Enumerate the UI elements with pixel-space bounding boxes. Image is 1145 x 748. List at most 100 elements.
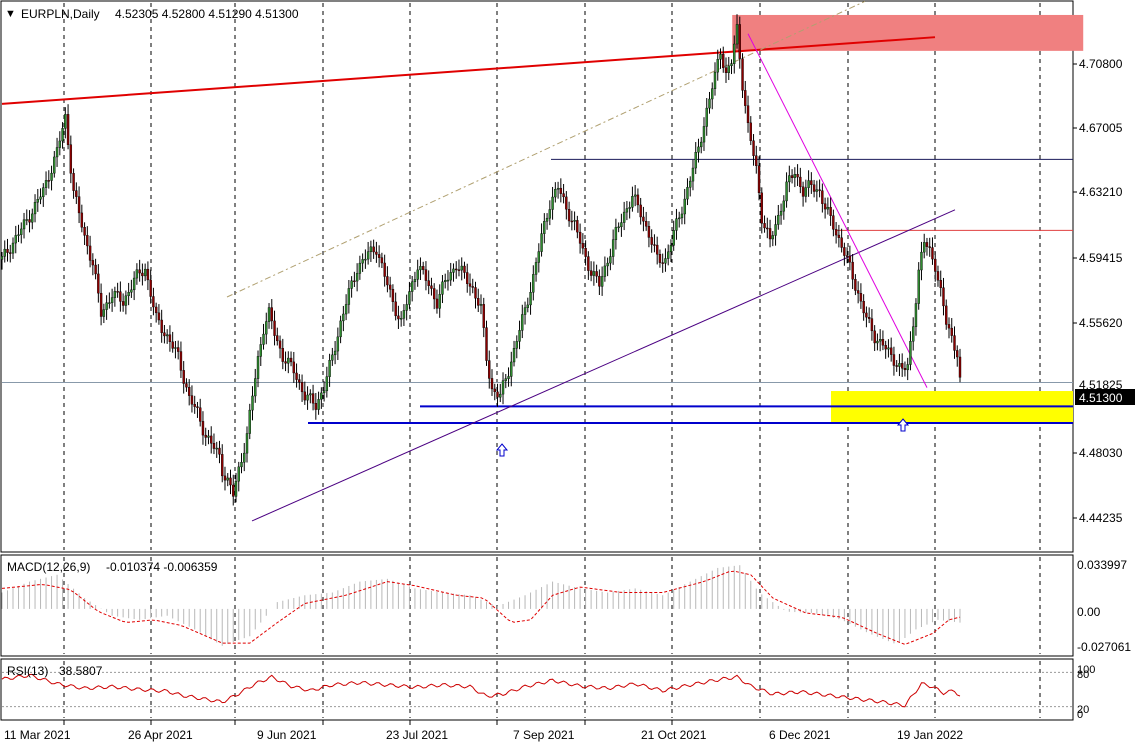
candle	[485, 327, 488, 361]
candle	[782, 200, 786, 212]
price-tick-label: 4.67005	[1079, 121, 1123, 135]
candle	[427, 280, 430, 286]
candle	[666, 251, 670, 259]
candle	[639, 204, 642, 218]
candle	[468, 283, 472, 287]
candle	[521, 314, 524, 331]
candle	[270, 307, 273, 322]
candle	[510, 361, 513, 377]
candle	[876, 340, 879, 344]
candle	[540, 233, 543, 252]
candle	[854, 279, 857, 291]
candle	[534, 262, 538, 275]
candle	[554, 189, 557, 198]
candle	[636, 194, 640, 206]
candle	[843, 247, 846, 256]
overlays-layer	[1, 0, 1073, 522]
candle	[358, 262, 362, 274]
candle	[655, 244, 659, 255]
candle	[287, 357, 290, 364]
last-price-marker: 4.51300	[1075, 389, 1135, 405]
candle	[204, 434, 207, 438]
price-tick-label: 4.70800	[1079, 57, 1123, 71]
candle	[493, 388, 496, 393]
up-arrow-icon	[896, 418, 910, 432]
candle	[559, 187, 563, 194]
candle	[512, 348, 516, 363]
candle	[460, 265, 463, 271]
candle	[697, 146, 700, 153]
candle	[218, 447, 221, 455]
candle	[251, 395, 254, 411]
candle	[317, 399, 320, 410]
candle	[617, 226, 620, 229]
symbol-title: EURPLN,Daily	[21, 7, 100, 21]
up-arrow-icon	[495, 443, 509, 457]
candle	[221, 454, 224, 477]
candle	[28, 219, 31, 223]
candle	[903, 368, 907, 371]
candle	[763, 223, 766, 229]
candle	[3, 248, 6, 257]
price-tick-label: 4.63210	[1079, 185, 1123, 199]
candle	[394, 301, 397, 317]
candle	[887, 347, 890, 350]
candle	[609, 256, 612, 264]
candle	[444, 280, 447, 283]
candle	[490, 378, 494, 390]
candle	[179, 351, 183, 371]
candle	[689, 180, 692, 188]
candle	[774, 224, 777, 236]
candle	[537, 251, 541, 263]
candle	[584, 247, 587, 257]
candle	[298, 379, 301, 383]
candle	[408, 291, 411, 305]
candle	[165, 334, 169, 337]
candle	[377, 254, 381, 258]
rsi-tick-label: 80	[1077, 669, 1089, 681]
candle	[614, 227, 618, 240]
price-tick-label: 4.44235	[1079, 511, 1123, 525]
candle	[680, 213, 684, 219]
candle	[755, 155, 758, 166]
candle	[138, 269, 141, 274]
candle	[141, 272, 144, 277]
candle	[278, 340, 282, 349]
candle	[105, 302, 108, 310]
price-tick-label: 4.51825	[1079, 378, 1123, 392]
time-tick-label: 7 Sep 2021	[513, 728, 575, 742]
candle	[851, 261, 854, 280]
candle	[936, 271, 940, 281]
candle	[77, 196, 81, 214]
candle	[369, 246, 373, 252]
candle	[658, 254, 662, 263]
candle	[741, 58, 744, 91]
candle	[705, 107, 708, 127]
candle	[785, 181, 788, 202]
candle	[867, 317, 871, 319]
candle	[226, 477, 229, 481]
symbol-dropdown-icon[interactable]: ▼	[5, 8, 16, 20]
candle	[281, 348, 284, 362]
candle	[653, 244, 656, 246]
candle	[232, 484, 235, 497]
zones-layer	[732, 14, 1084, 424]
candle	[322, 390, 326, 394]
candle	[94, 264, 97, 275]
candle	[672, 230, 675, 246]
candle	[691, 167, 695, 182]
channel-upper-line	[226, 0, 866, 298]
candle	[193, 404, 196, 407]
candle	[328, 360, 331, 377]
candle	[532, 274, 535, 293]
candle	[499, 393, 502, 398]
time-axis: 11 Mar 2021 26 Apr 2021 9 Jun 2021 23 Jul 2…	[4, 720, 963, 742]
candle	[669, 245, 673, 253]
candle	[595, 271, 598, 277]
candle	[834, 229, 838, 236]
candle	[182, 370, 185, 384]
candle	[925, 242, 929, 247]
candle	[551, 196, 554, 210]
candle	[576, 220, 579, 233]
candle	[501, 380, 505, 395]
